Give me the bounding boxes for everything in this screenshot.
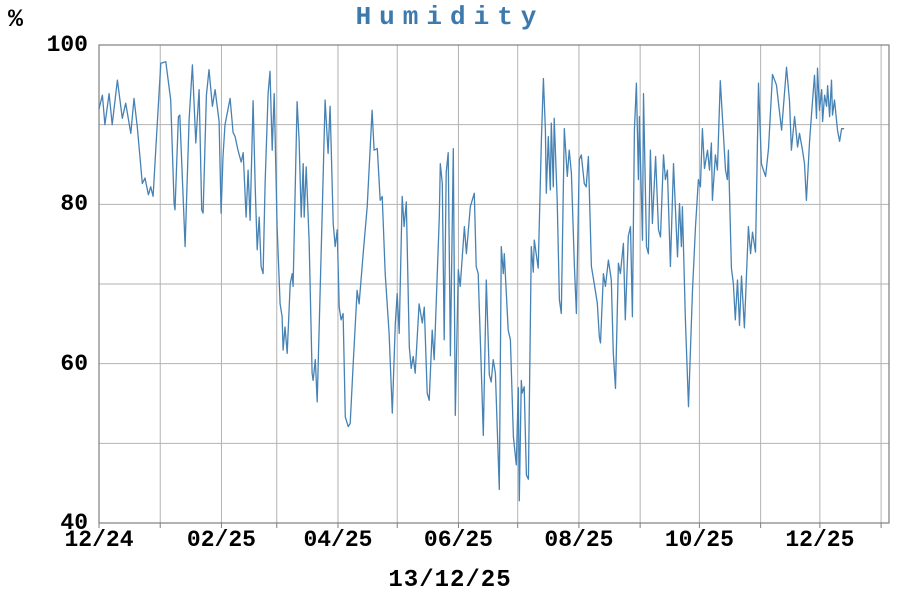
plot-border (98, 44, 890, 524)
x-axis-tick-label: 06/25 (423, 527, 493, 553)
chart-footer-date: 13/12/25 (388, 567, 512, 594)
x-axis-tick-label: 02/25 (186, 527, 256, 553)
humidity-series-line (98, 61, 845, 502)
x-axis-tick-label: 12/25 (785, 527, 855, 553)
y-axis-unit-label: % (8, 5, 24, 34)
y-axis-tick-label: 60 (60, 350, 88, 377)
x-axis-tick-label: 04/25 (303, 527, 373, 553)
x-axis-tick-label: 10/25 (664, 527, 734, 553)
y-axis-tick-label: 100 (46, 32, 88, 58)
chart-title: Humidity (355, 2, 545, 32)
x-axis-tick-label: 12/24 (64, 527, 134, 553)
x-axis-tick-label: 08/25 (544, 527, 614, 553)
y-axis-tick-label: 80 (60, 191, 88, 218)
y-axis-tick-label: 40 (60, 510, 88, 536)
